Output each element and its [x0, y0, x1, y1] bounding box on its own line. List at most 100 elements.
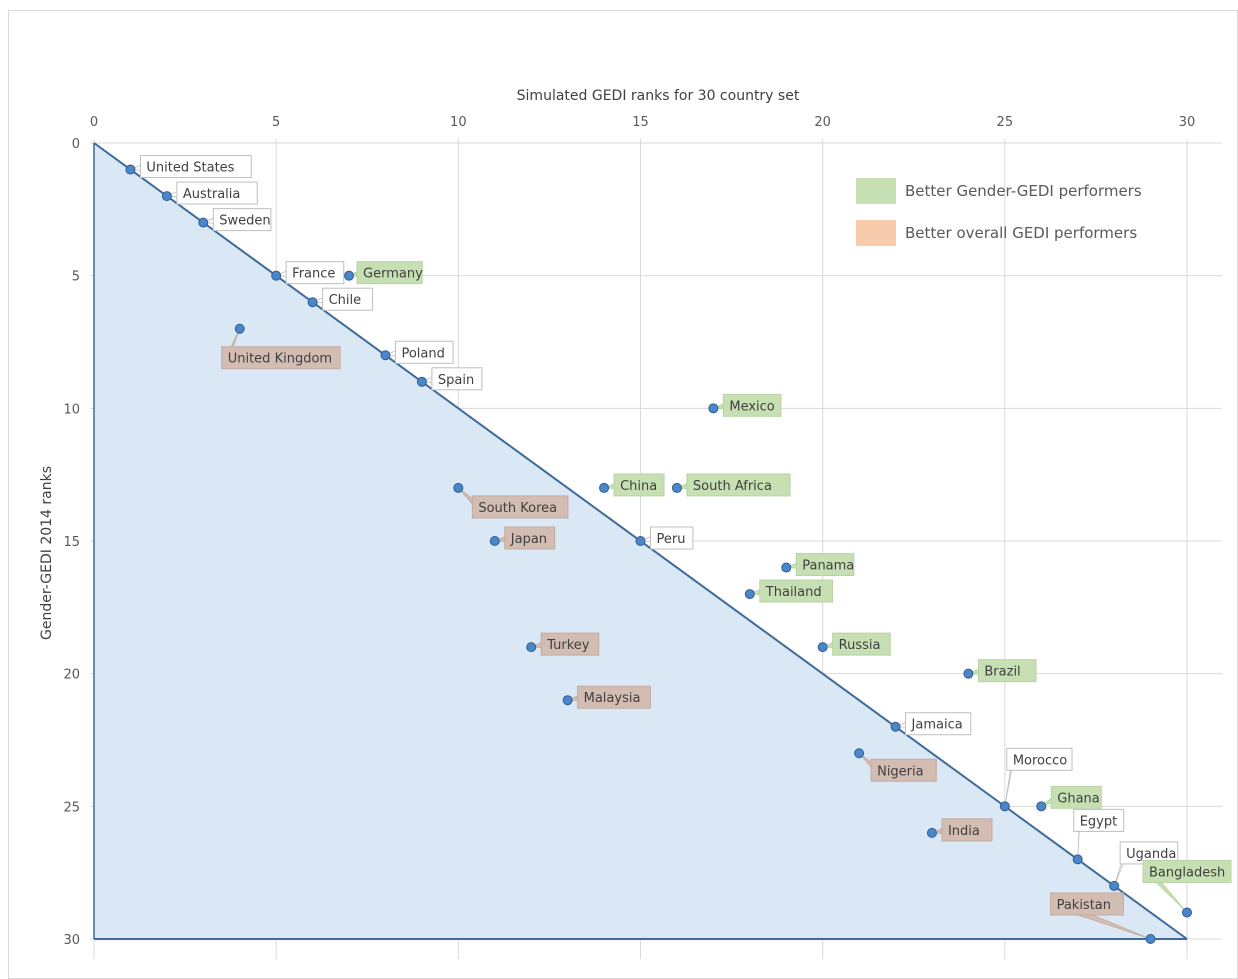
x-tick-label: 0: [90, 115, 98, 130]
callout-box: [1050, 785, 1102, 809]
callout-box: [285, 261, 345, 285]
data-label-poland: Poland: [401, 346, 444, 361]
data-label-russia: Russia: [839, 638, 881, 653]
data-label-germany: Germany: [363, 267, 423, 282]
callout-box: [322, 287, 374, 311]
data-label-united-states: United States: [146, 161, 234, 176]
callout-box: [977, 659, 1037, 683]
data-points: [125, 164, 1192, 944]
data-point-morocco: [999, 801, 1010, 812]
data-label-sweden: Sweden: [219, 214, 270, 229]
data-point-peru: [635, 536, 646, 546]
x-tick-label: 5: [272, 115, 280, 130]
data-label-chile: Chile: [329, 293, 362, 308]
data-label-egypt: Egypt: [1080, 814, 1118, 829]
data-point-sweden: [198, 217, 209, 228]
data-label-spain: Spain: [438, 373, 474, 388]
data-label-pakistan: Pakistan: [1057, 898, 1111, 913]
data-label-morocco: Morocco: [1013, 753, 1067, 768]
data-point-bangladesh: [1182, 907, 1192, 918]
legend-label-overall: Better overall GEDI performers: [905, 224, 1137, 242]
y-tick-label: 15: [63, 535, 80, 550]
callout-box: [1006, 747, 1073, 771]
callout-box: [832, 632, 891, 656]
y-axis-title: Gender-GEDI 2014 ranks: [39, 466, 55, 640]
data-point-panama: [781, 562, 792, 573]
data-point-jamaica: [890, 721, 901, 732]
data-label-australia: Australia: [183, 187, 241, 202]
data-label-thailand: Thailand: [765, 585, 822, 600]
callout-box: [795, 553, 855, 577]
data-point-malaysia: [562, 695, 573, 706]
x-tick-labels: 0 5 10 15 20 25 30: [90, 115, 1195, 130]
callout-box: [471, 495, 569, 519]
callout-box: [686, 473, 791, 497]
y-tick-label: 5: [72, 270, 80, 285]
x-tick-label: 20: [814, 115, 831, 130]
data-point-united-states: [125, 164, 136, 175]
data-point-south-africa: [671, 482, 682, 493]
data-point-australia: [161, 191, 172, 202]
data-label-china: China: [620, 479, 657, 494]
callout-box: [176, 181, 258, 205]
data-point-south-korea: [453, 482, 464, 493]
callout-box: [941, 818, 993, 842]
data-point-spain: [416, 376, 427, 387]
data-label-malaysia: Malaysia: [584, 691, 641, 706]
data-point-france: [271, 270, 282, 281]
callout-box: [650, 526, 694, 550]
callout-box: [905, 712, 972, 736]
y-tick-labels: 0 5 10 15 20 25 30: [63, 137, 80, 948]
data-label-south-korea: South Korea: [478, 501, 557, 516]
data-point-germany: [344, 270, 355, 281]
data-point-uganda: [1109, 880, 1120, 891]
data-point-chile: [307, 297, 318, 308]
callout-box: [540, 632, 600, 656]
data-point-mexico: [708, 403, 719, 414]
data-point-japan: [489, 536, 500, 546]
x-tick-label: 10: [450, 115, 467, 130]
data-point-china: [599, 482, 610, 493]
data-point-ghana: [1036, 801, 1047, 812]
data-label-united-kingdom: United Kingdom: [228, 352, 332, 367]
legend-label-gender: Better Gender-GEDI performers: [905, 182, 1142, 200]
data-label-brazil: Brazil: [984, 665, 1020, 680]
data-label-turkey: Turkey: [546, 638, 590, 653]
y-tick-label: 25: [63, 800, 80, 815]
data-label-india: India: [948, 824, 980, 839]
callout-box: [356, 261, 423, 285]
y-tick-label: 0: [72, 137, 80, 152]
callout-box: [221, 346, 341, 370]
data-label-peru: Peru: [657, 532, 686, 547]
callout-box: [759, 579, 834, 603]
y-tick-label: 20: [63, 668, 80, 683]
x-axis-title: Simulated GEDI ranks for 30 country set: [517, 88, 800, 104]
data-label-france: France: [292, 267, 335, 282]
callout-box: [613, 473, 665, 497]
callout-box: [870, 758, 937, 782]
data-point-brazil: [963, 668, 974, 679]
callout-box: [577, 685, 651, 709]
x-tick-label: 25: [997, 115, 1014, 130]
data-label-uganda: Uganda: [1126, 847, 1176, 862]
data-label-south-africa: South Africa: [693, 479, 772, 494]
legend-swatch-overall: [856, 220, 896, 246]
x-tick-label: 15: [632, 115, 649, 130]
data-point-russia: [817, 642, 828, 653]
x-tick-label: 30: [1179, 115, 1196, 130]
data-point-india: [926, 827, 937, 838]
data-point-united-kingdom: [234, 323, 245, 334]
callout-box: [1142, 859, 1232, 883]
callout-box: [1073, 808, 1125, 832]
callout-box: [1050, 892, 1124, 916]
data-label-panama: Panama: [802, 559, 854, 574]
y-tick-label: 10: [63, 402, 80, 417]
data-label-nigeria: Nigeria: [877, 764, 924, 779]
data-point-pakistan: [1145, 934, 1156, 944]
data-point-poland: [380, 350, 391, 361]
data-point-egypt: [1072, 854, 1083, 865]
callout-box: [722, 393, 782, 417]
callout-box: [504, 526, 556, 550]
data-label-japan: Japan: [510, 532, 547, 547]
